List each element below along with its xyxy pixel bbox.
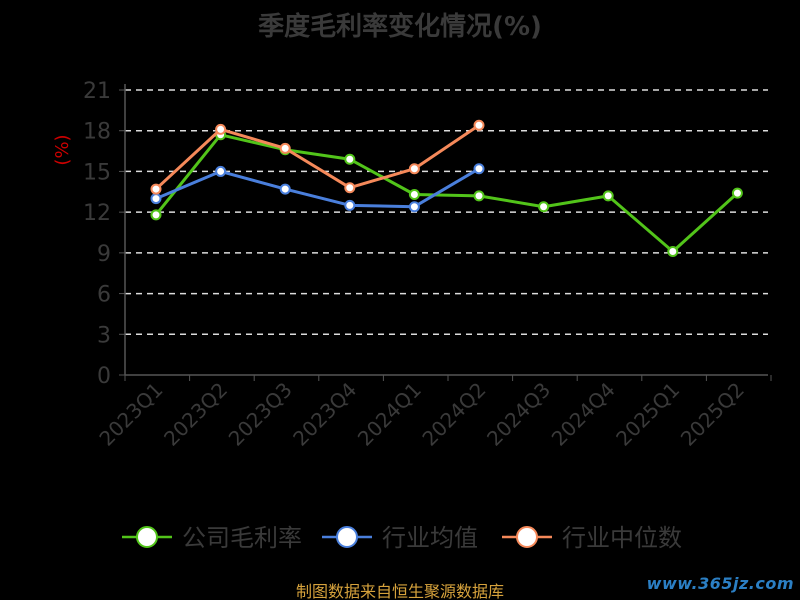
data-point [473,163,485,175]
x-tick-label: 2025Q1 [611,378,684,451]
x-tick-label: 2025Q2 [676,378,749,451]
x-tick-label: 2024Q3 [482,378,555,451]
y-axis-label: (%) [52,134,73,165]
data-point [473,190,485,202]
data-point [473,119,485,131]
x-tick-label: 2023Q4 [288,378,361,451]
x-tick-label: 2024Q1 [353,378,426,451]
y-tick-label: 3 [97,323,111,348]
y-tick-label: 21 [83,79,111,104]
chart-title: 季度毛利率变化情况(%) [258,12,542,42]
data-point [344,153,356,165]
data-point [279,183,291,195]
x-tick-label: 2024Q4 [547,378,620,451]
data-point [344,182,356,194]
legend-marker [516,526,538,548]
data-point [667,246,679,257]
legend-marker [136,526,158,548]
data-point [408,163,420,175]
source-note: 制图数据来自恒生聚源数据库 [295,582,504,600]
data-point [602,190,614,202]
data-point [538,201,550,213]
data-point [150,209,162,221]
data-point [731,187,743,199]
series-line-1 [154,133,739,253]
watermark: www.365jz.com [646,574,794,593]
legend-marker [336,526,358,548]
x-tick-label: 2023Q3 [224,378,297,451]
data-point [279,142,291,154]
series-line-3 [154,124,480,191]
legend-label: 公司毛利率 [182,524,302,552]
y-tick-label: 9 [97,242,111,267]
y-tick-label: 0 [97,364,111,389]
y-tick-label: 12 [83,201,111,226]
data-point [215,123,227,135]
data-point [408,201,420,213]
data-point [215,165,227,177]
legend-label: 行业中位数 [562,524,682,552]
data-point [408,189,420,200]
data-point [150,193,162,205]
data-point [344,199,356,211]
series-line-2 [155,167,480,209]
data-point [150,183,162,195]
x-tick-label: 2024Q2 [417,378,490,451]
legend-label: 行业均值 [382,524,478,552]
x-tick-label: 2023Q2 [159,378,232,451]
y-tick-label: 6 [97,283,111,308]
y-tick-label: 15 [83,160,111,185]
y-tick-label: 18 [83,120,111,145]
